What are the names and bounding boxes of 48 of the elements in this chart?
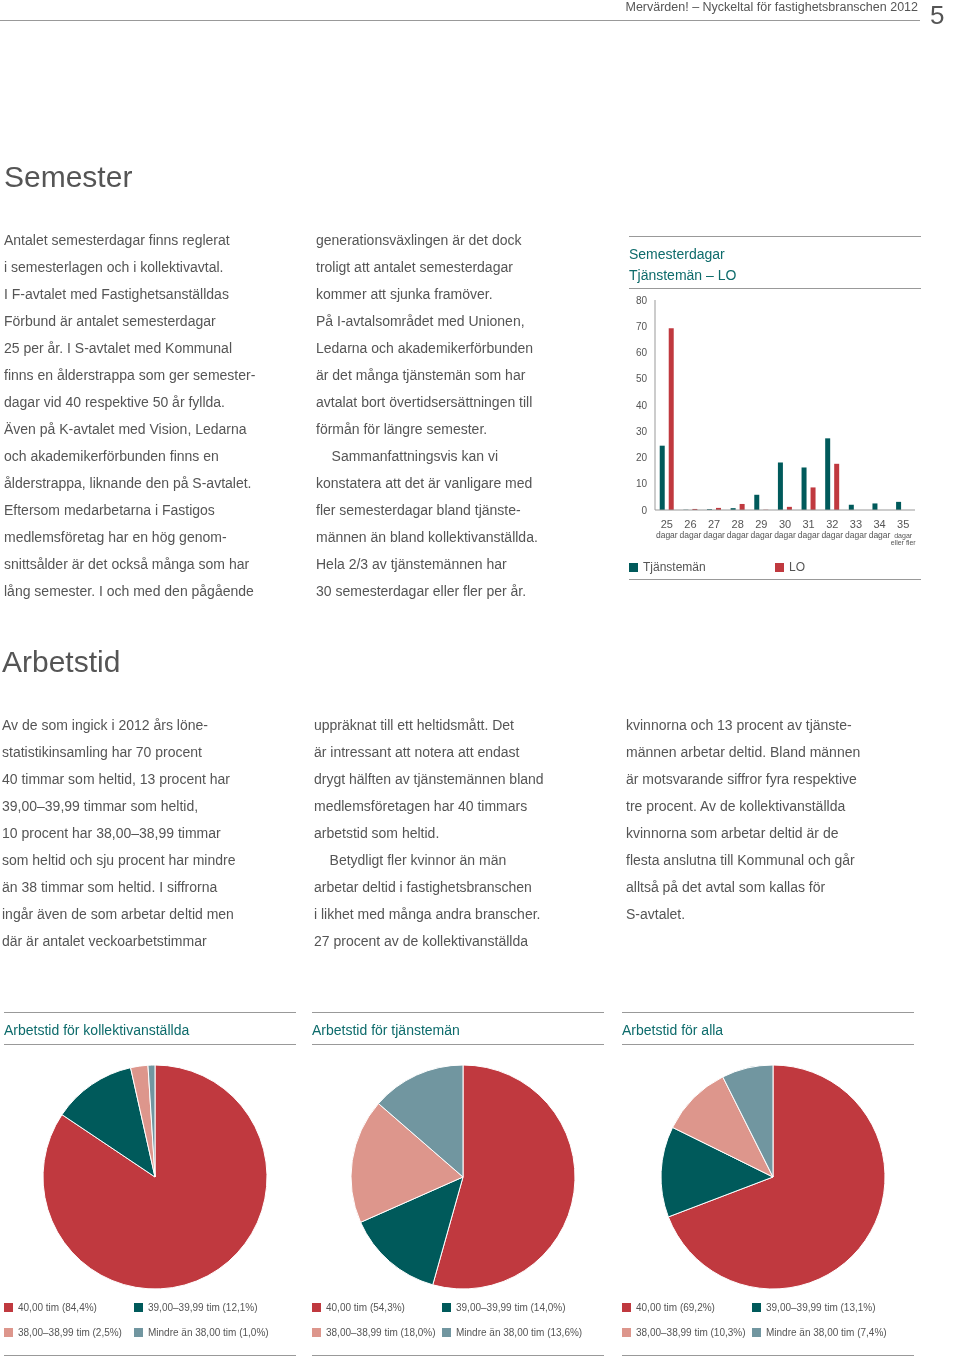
text: Semester	[4, 160, 133, 194]
legend-label: 40,00 tim (54,3%)	[326, 1302, 405, 1313]
chart-title: Arbetstid för tjänstemän	[312, 1021, 460, 1040]
x-tick-label: 34 dagar	[868, 518, 891, 540]
x-tick-label: 32 dagar	[821, 518, 844, 540]
legend-label: 38,00–38,99 tim (2,5%)	[18, 1327, 122, 1338]
x-tick-label: 35 dagar eller fler	[890, 518, 917, 546]
text: Antalet semesterdagar finns reglerat i semesterlagen och i kollektivavtal. I F-avtalet med Fastighetsanställdas Förbund är antalet semesterdagar 25 per år. I S-avtalet med Kommunal finns en ålderstrappa som ger semester- dagar vid 40 respektive 50 år fyllda. Även på K-avtalet med Vision, Ledarna och akademikerförbunden finns en ålderstrappa, liknande den på S-avtalet. Eftersom medarbetarna i Fastigos medlemsföretag har en hög genom- snittsålder är det också många som har lång semester. I och med den pågående	[4, 232, 256, 599]
chart-title: Arbetstid för kollektivanställda	[4, 1021, 190, 1040]
text: kvinnorna och 13 procent av tjänste- männen arbetar deltid. Bland männen är motsvarande siffror fyra respektive tre procent. Av de kollektivanställda kvinnorna som arbetar deltid är de flesta anslutna till Kommunal och går alltså på det avtal som kallas för S-avtalet.	[626, 716, 861, 924]
legend-label: 40,00 tim (69,2%)	[636, 1302, 715, 1313]
legend-label: LO	[789, 560, 806, 574]
legend-label: Mindre än 38,00 tim (7,4%)	[766, 1327, 887, 1338]
y-tick-label: 20	[635, 452, 648, 464]
legend-label: 39,00–39,99 tim (12,1%)	[148, 1302, 258, 1313]
x-tick-label: 26 dagar	[679, 518, 702, 540]
legend-label: Tjänstemän	[643, 560, 706, 574]
y-tick-label: 60	[635, 347, 648, 359]
y-tick-label: 80	[635, 294, 648, 306]
text: Av de som ingick i 2012 års löne- statistikinsamling har 70 procent 40 timmar som heltid, 13 procent har 39,00–39,99 timmar som heltid, 10 procent har 38,00–38,99 timmar som heltid och sju procent har mindre än 38 timmar som heltid. I siffrorna ingår även de som arbetar deltid men där är antalet veckoarbetstimmar	[2, 717, 236, 949]
x-tick-label: 33 dagar	[845, 518, 867, 540]
text: Mervärden! – Nyckeltal för fastighetsbranschen 2012	[624, 0, 918, 14]
text: generationsväxlingen är det dock troligt att antalet semesterdagar kommer att sjunka framöver. På I-avtalsområdet med Unionen, Ledarna och akademikerförbunden är det många tjänstemän som har avtalat bort övertidsersättningen till förmån för längre semester. Sammanfattningsvis kan vi konstatera att det är vanligare med fler semesterdagar bland tjänste- männen än bland kollektivanställda. Hela 2/3 av tjänstemännen har 30 semesterdagar eller fler per år.	[316, 232, 538, 599]
legend-label: Mindre än 38,00 tim (13,6%)	[456, 1327, 583, 1338]
chart-title: Semesterdagar	[629, 245, 725, 264]
y-tick-label: 10	[635, 478, 648, 490]
legend-label: 39,00–39,99 tim (14,0%)	[456, 1302, 566, 1313]
y-tick-label: 50	[635, 373, 648, 385]
chart-title: Arbetstid för alla	[622, 1021, 724, 1040]
y-tick-label: 30	[635, 425, 648, 437]
text: 5	[930, 0, 945, 30]
x-tick-label: 25 dagar	[655, 518, 678, 540]
y-tick-label: 70	[635, 320, 648, 332]
legend-label: 40,00 tim (84,4%)	[18, 1302, 97, 1313]
legend-label: Mindre än 38,00 tim (1,0%)	[148, 1327, 269, 1338]
legend-label: 39,00–39,99 tim (13,1%)	[766, 1302, 876, 1313]
x-tick-label: 29 dagar	[750, 518, 773, 540]
text: Arbetstid	[2, 645, 121, 679]
legend-label: 38,00–38,99 tim (18,0%)	[326, 1327, 436, 1338]
chart-subtitle: Tjänstemän – LO	[629, 266, 737, 285]
text: uppräknat till ett heltidsmått. Det är intressant att notera att endast drygt hälften av tjänstemännen bland medlemsföretagen har 40 timmars arbetstid som heltid. Betydligt fler kvinnor än män arbetar deltid i fastighetsbranschen i likhet med många andra branscher. 27 procent av de kollektivanställda	[314, 717, 544, 949]
y-tick-label: 0	[641, 504, 648, 516]
x-tick-label: 28 dagar	[726, 518, 749, 540]
x-tick-label: 31 dagar	[797, 518, 820, 540]
legend-label: 38,00–38,99 tim (10,3%)	[636, 1327, 746, 1338]
x-tick-label: 27 dagar	[703, 518, 726, 540]
x-tick-label: 30 dagar	[774, 518, 797, 540]
y-tick-label: 40	[635, 399, 648, 411]
